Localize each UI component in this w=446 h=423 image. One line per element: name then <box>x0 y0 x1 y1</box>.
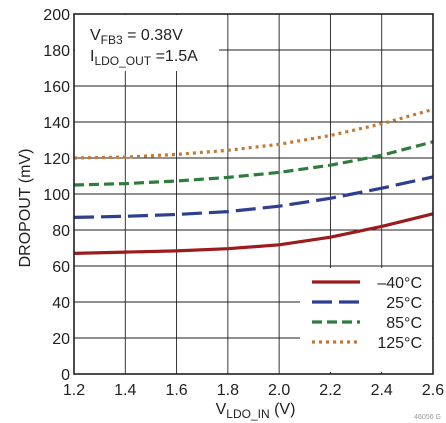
x-axis-title-unit: (V) <box>270 401 296 418</box>
x-axis-title-main: V <box>216 401 227 418</box>
y-tick-label-10: 200 <box>43 7 70 24</box>
y-tick-label-6: 120 <box>43 151 70 168</box>
annotation-1-text: =1.5A <box>151 48 198 65</box>
x-tick-label-0: 1.2 <box>63 382 85 399</box>
series-lines <box>73 107 434 255</box>
y-tick-label-4: 80 <box>52 223 70 240</box>
x-axis-title-subscript: LDO_IN <box>226 407 269 421</box>
figure-id: 46056 G <box>414 414 441 421</box>
y-axis-title: DROPOUT (mV) <box>17 149 34 268</box>
series-line-3 <box>73 107 434 160</box>
y-tick-label-5: 100 <box>43 187 70 204</box>
x-axis-title: VLDO_IN (V) <box>216 401 296 421</box>
y-tick-label-8: 160 <box>43 79 70 96</box>
y-tick-label-3: 60 <box>52 259 70 276</box>
y-tick-label-7: 140 <box>43 115 70 132</box>
x-tick-label-2: 1.6 <box>165 382 187 399</box>
series-line-1 <box>73 175 434 219</box>
legend-label-3: 125°C <box>377 335 422 352</box>
x-tick-label-4: 2.0 <box>268 382 290 399</box>
annotation-0: VFB3 = 0.38V <box>90 27 183 47</box>
grid-lines <box>73 13 434 375</box>
x-tick-label-6: 2.4 <box>371 382 393 399</box>
y-tick-label-2: 40 <box>52 295 70 312</box>
series-line-0 <box>73 212 434 255</box>
legend-label-2: 85°C <box>386 315 422 332</box>
x-tick-label-1: 1.4 <box>114 382 136 399</box>
annotation-background <box>75 15 219 71</box>
annotation-0-subscript: FB3 <box>101 33 123 47</box>
x-tick-label-7: 2.6 <box>422 382 444 399</box>
legend-background <box>300 268 432 372</box>
annotation-0-main: V <box>90 27 101 44</box>
annotation-1: ILDO_OUT =1.5A <box>90 48 198 68</box>
annotation-1-main: I <box>90 48 94 65</box>
legend-label-0: –40°C <box>377 275 422 292</box>
y-tick-labels: 0 20 40 60 80 100 120 140 160 180 200 <box>43 7 70 384</box>
x-tick-labels: 1.2 1.4 1.6 1.8 2.0 2.2 2.4 2.6 <box>63 382 444 399</box>
annotation-1-subscript: LDO_OUT <box>94 54 151 68</box>
y-tick-label-1: 20 <box>52 331 70 348</box>
legend-label-1: 25°C <box>386 295 422 312</box>
y-tick-label-0: 0 <box>61 367 70 384</box>
y-tick-label-9: 180 <box>43 43 70 60</box>
series-line-2 <box>73 140 434 187</box>
x-tick-label-3: 1.8 <box>217 382 239 399</box>
annotation-0-text: = 0.38V <box>123 27 183 44</box>
x-tick-label-5: 2.2 <box>319 382 341 399</box>
legend: –40°C 25°C 85°C 125°C <box>312 275 422 352</box>
plot-frame <box>73 13 434 375</box>
